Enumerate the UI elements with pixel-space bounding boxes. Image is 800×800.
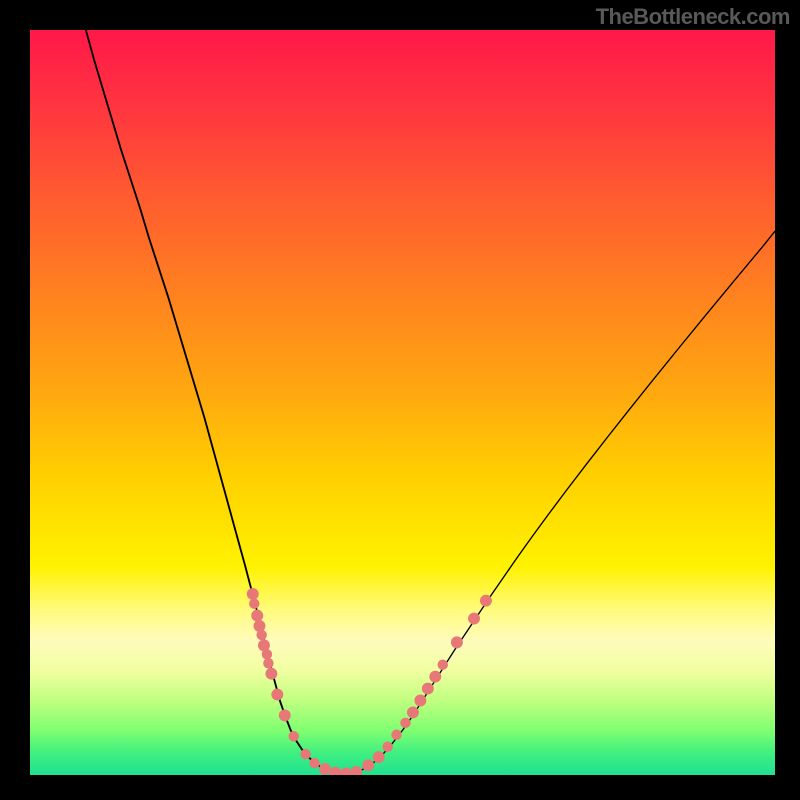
curve-left-branch xyxy=(86,30,342,774)
data-dot xyxy=(300,749,310,759)
data-dot xyxy=(400,718,410,728)
data-dot xyxy=(468,613,480,625)
data-dot xyxy=(391,730,401,740)
data-dot xyxy=(319,763,331,775)
data-dot xyxy=(251,610,263,622)
data-dot xyxy=(247,588,259,600)
data-dot xyxy=(451,636,463,648)
data-dot xyxy=(329,767,341,775)
data-dot xyxy=(438,660,448,670)
data-dot xyxy=(265,668,277,680)
data-dot xyxy=(480,595,492,607)
data-dot xyxy=(373,751,385,763)
data-dot xyxy=(279,709,291,721)
data-dot xyxy=(382,741,392,751)
chart-overlay xyxy=(30,30,775,775)
plot-area xyxy=(30,30,775,775)
data-dot xyxy=(256,630,266,640)
data-dot xyxy=(262,649,272,659)
data-dots-group xyxy=(247,588,492,775)
data-dot xyxy=(271,689,283,701)
curve-right-branch xyxy=(341,231,775,774)
data-dot xyxy=(289,731,299,741)
data-dot xyxy=(362,759,374,771)
data-dot xyxy=(249,598,259,608)
data-dot xyxy=(263,658,273,668)
data-dot xyxy=(350,766,362,775)
watermark-text: TheBottleneck.com xyxy=(596,4,790,30)
data-dot xyxy=(429,671,441,683)
data-dot xyxy=(340,768,352,775)
data-dot xyxy=(422,683,434,695)
data-dot xyxy=(414,695,426,707)
data-dot xyxy=(309,758,319,768)
data-dot xyxy=(407,706,419,718)
